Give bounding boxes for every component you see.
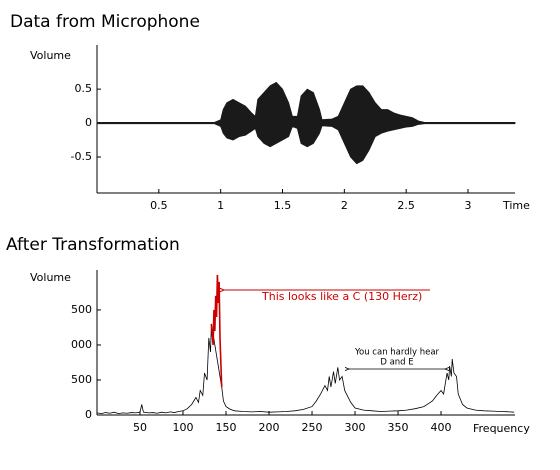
x-tick-label: 3 <box>465 199 472 212</box>
annotation: You can hardly hear <box>354 348 440 358</box>
annotation: D and E <box>380 358 413 368</box>
y-tick-label: 0 <box>85 116 92 129</box>
x-tick-label: 1 <box>217 199 224 212</box>
y-tick-label: 500 <box>71 373 92 386</box>
chart-title: Data from Microphone <box>10 12 200 32</box>
x-tick-label: 50 <box>133 421 147 434</box>
x-axis-label: Time <box>502 199 530 212</box>
x-tick-label: 2.5 <box>397 199 415 212</box>
x-tick-label: 250 <box>302 421 323 434</box>
x-tick-label: 350 <box>388 421 409 434</box>
x-tick-label: 0.5 <box>150 199 168 212</box>
x-tick-label: 100 <box>173 421 194 434</box>
y-axis-label: Volume <box>30 271 71 284</box>
chart-title: After Transformation <box>6 235 180 255</box>
x-tick-label: 150 <box>216 421 237 434</box>
spectrum-line <box>210 274 223 388</box>
x-tick-label: 300 <box>345 421 366 434</box>
y-tick-label: 000 <box>71 338 92 351</box>
spectrum-line <box>96 323 515 415</box>
x-axis-label: Frequency <box>473 422 530 435</box>
x-tick-label: 400 <box>431 421 452 434</box>
y-tick-label: 0 <box>85 408 92 421</box>
y-tick-label: 500 <box>71 303 92 316</box>
x-tick-label: 200 <box>259 421 280 434</box>
y-tick-label: 0.5 <box>75 82 93 95</box>
x-tick-label: 1.5 <box>274 199 292 212</box>
x-tick-label: 2 <box>341 199 348 212</box>
y-axis-label: Volume <box>30 49 71 62</box>
annotation: This looks like a C (130 Herz) <box>261 290 422 303</box>
y-tick-label: -0.5 <box>71 150 92 163</box>
waveform <box>96 81 516 165</box>
